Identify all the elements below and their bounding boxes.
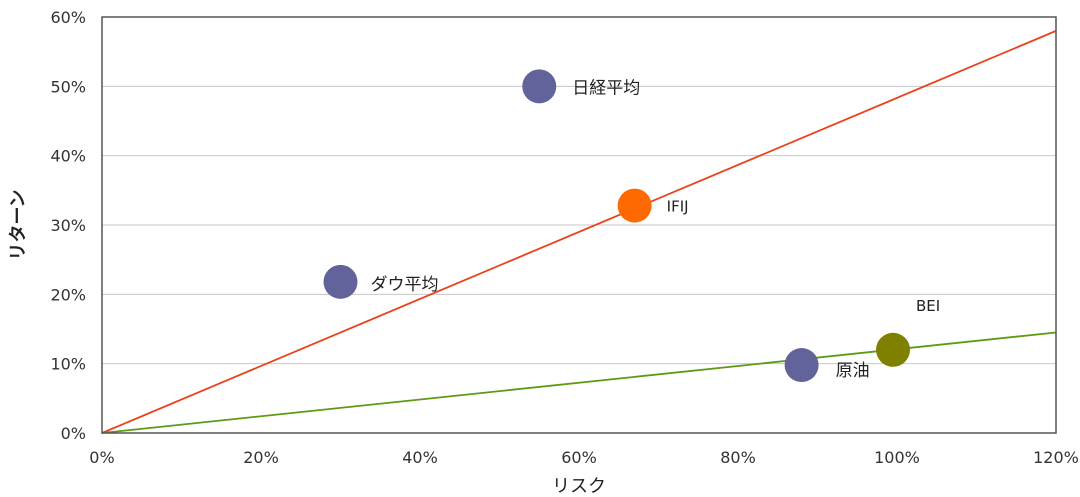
x-tick-label: 100%: [874, 448, 920, 467]
trend-line: [101, 331, 1057, 434]
data-point-label: 原油: [836, 361, 870, 381]
grid-layer: [102, 85, 1056, 365]
data-point-label: ダウ平均: [371, 275, 439, 295]
x-tick-label: 60%: [561, 448, 597, 467]
y-axis-title: リターン: [8, 189, 29, 260]
data-point-label: BEI: [916, 297, 940, 315]
trend-line: [101, 30, 1057, 434]
data-point: [784, 348, 819, 383]
tick-layer: 0% 10% 20% 30% 40% 50% 60% 0% 20% 40% 60% 80% 100% 12…: [50, 8, 1078, 467]
plot-area-frame: [101, 16, 1057, 434]
data-point-label: 日経平均: [572, 78, 640, 98]
data-point: [617, 188, 652, 223]
data-point-label: IFIJ: [667, 198, 689, 216]
x-axis-title: リスク: [552, 476, 606, 497]
x-tick-label: 20%: [243, 448, 279, 467]
data-point: [522, 69, 557, 104]
y-tick-label: 50%: [50, 77, 86, 96]
y-tick-label: 60%: [50, 8, 86, 27]
y-tick-label: 30%: [50, 216, 86, 235]
y-tick-label: 20%: [50, 285, 86, 304]
x-tick-label: 40%: [402, 448, 438, 467]
x-tick-label: 120%: [1033, 448, 1079, 467]
y-tick-label: 40%: [50, 147, 86, 166]
data-point: [323, 264, 358, 299]
y-tick-label: 10%: [50, 355, 86, 374]
data-point: [876, 332, 911, 367]
y-tick-label: 0%: [61, 424, 86, 443]
x-tick-label: 80%: [720, 448, 756, 467]
x-tick-label: 0%: [89, 448, 114, 467]
